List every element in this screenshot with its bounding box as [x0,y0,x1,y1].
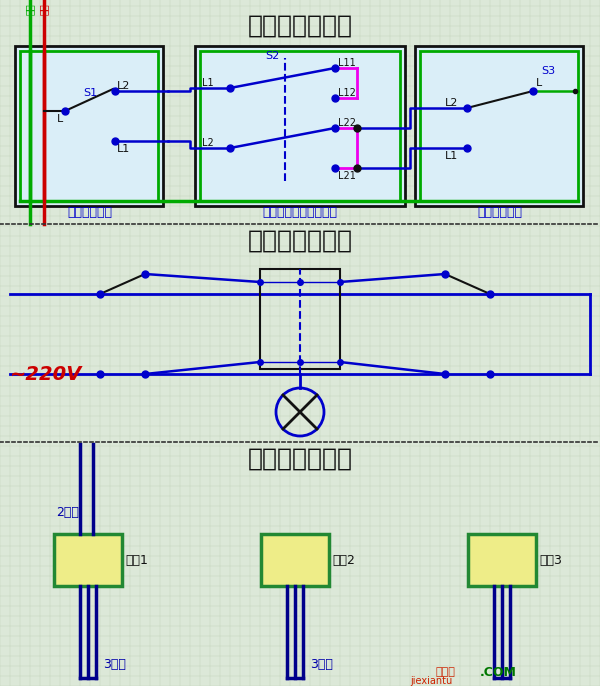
Text: L1: L1 [117,144,130,154]
Text: .COM: .COM [480,665,517,678]
Bar [468,534,536,586]
Text: L2: L2 [445,98,458,108]
Text: 3根线: 3根线 [310,657,333,670]
Text: S1: S1 [83,88,97,98]
Text: L: L [57,114,63,124]
Bar [415,46,583,206]
Text: 三控开关原理图: 三控开关原理图 [248,229,353,253]
Bar [15,46,163,206]
Text: 单开双控开关: 单开双控开关 [478,206,523,219]
Text: 三控开关布线图: 三控开关布线图 [248,447,353,471]
Text: L: L [536,78,542,88]
Text: 单开双控开关: 单开双控开关 [67,206,113,219]
Text: L1: L1 [202,78,214,88]
Text: L2: L2 [202,138,214,148]
Bar [54,534,122,586]
Text: ~220V: ~220V [10,364,82,383]
Bar [20,51,158,201]
Text: 开关3: 开关3 [539,554,562,567]
Text: 2根线: 2根线 [56,506,79,519]
Bar [261,534,329,586]
Text: 3根线: 3根线 [103,657,126,670]
Text: 开关1: 开关1 [125,554,148,567]
Text: jiexiantu: jiexiantu [410,676,452,686]
Text: 开关2: 开关2 [332,554,355,567]
Text: L22: L22 [338,118,356,128]
Text: S3: S3 [541,66,555,76]
Text: L11: L11 [338,58,356,68]
Text: 接线图: 接线图 [435,667,455,677]
Text: 相线: 相线 [25,3,35,15]
Bar [200,51,400,201]
Text: L12: L12 [338,88,356,98]
Bar [260,269,340,369]
Text: L21: L21 [338,171,356,181]
Text: L2: L2 [117,81,130,91]
Text: S2: S2 [265,51,279,61]
Bar [420,51,578,201]
Text: 中途开关（三控开关）: 中途开关（三控开关） [263,206,337,219]
Text: 火线: 火线 [39,3,49,15]
Text: 三控开关接线图: 三控开关接线图 [248,14,353,38]
Bar [195,46,405,206]
Text: L1: L1 [445,151,458,161]
